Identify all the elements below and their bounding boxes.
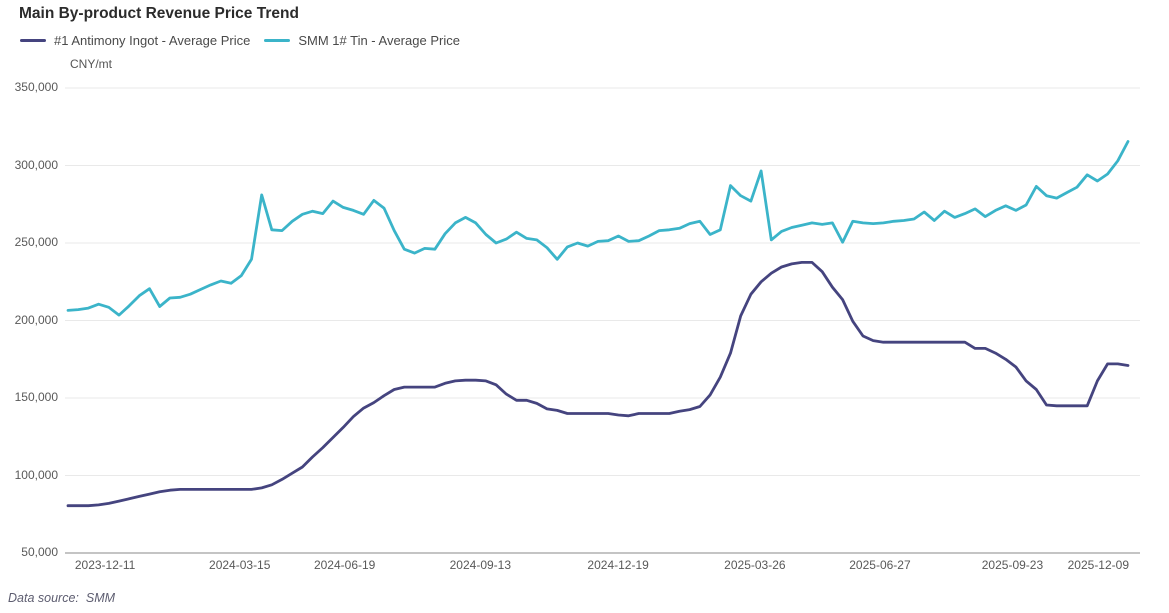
legend-item-tin[interactable]: SMM 1# Tin - Average Price bbox=[264, 33, 460, 48]
data-source-value: SMM bbox=[85, 591, 116, 605]
x-tick-label: 2025-12-09 bbox=[1067, 558, 1130, 572]
x-tick-label: 2024-09-13 bbox=[449, 558, 512, 572]
x-tick-label: 2024-12-19 bbox=[587, 558, 649, 572]
x-tick-label: 2025-03-26 bbox=[724, 558, 786, 572]
y-axis-labels: 50,000 100,000 150,000 200,000 250,000 300,00… bbox=[0, 0, 62, 613]
y-tick-label: 200,000 bbox=[14, 312, 58, 327]
x-tick-label: 2023-12-11 bbox=[74, 558, 136, 572]
x-tick-label: 2025-09-23 bbox=[981, 558, 1044, 572]
y-tick-label: 150,000 bbox=[14, 390, 58, 404]
data-source-label: Data source: bbox=[8, 591, 79, 605]
legend-label-antimony: #1 Antimony Ingot - Average Price bbox=[54, 33, 251, 48]
data-source-note: Data source: SMM bbox=[8, 591, 115, 605]
chart-title: Main By-product Revenue Price Trend bbox=[19, 5, 299, 22]
series-line-1 bbox=[66, 260, 1130, 508]
y-tick-label: 250,000 bbox=[14, 235, 58, 249]
y-axis-unit-label: CNY/mt bbox=[70, 57, 112, 71]
chart-legend: #1 Antimony Ingot - Average Price SMM 1#… bbox=[20, 33, 460, 48]
series-line-smm bbox=[66, 140, 1130, 317]
x-tick-label: 2024-03-15 bbox=[209, 558, 271, 572]
tin-line-swatch-icon bbox=[264, 39, 291, 42]
x-tick-label: 2024-06-19 bbox=[313, 558, 376, 572]
x-tick-label: 2025-06-27 bbox=[849, 558, 911, 572]
legend-label-tin: SMM 1# Tin - Average Price bbox=[298, 33, 460, 48]
y-tick-label: 350,000 bbox=[14, 80, 58, 94]
y-tick-label: 300,000 bbox=[14, 157, 58, 172]
legend-item-antimony[interactable]: #1 Antimony Ingot - Average Price bbox=[20, 33, 250, 48]
y-tick-label: 100,000 bbox=[14, 467, 58, 482]
y-tick-label: 50,000 bbox=[21, 545, 58, 559]
antimony-line-swatch-icon bbox=[20, 39, 46, 42]
